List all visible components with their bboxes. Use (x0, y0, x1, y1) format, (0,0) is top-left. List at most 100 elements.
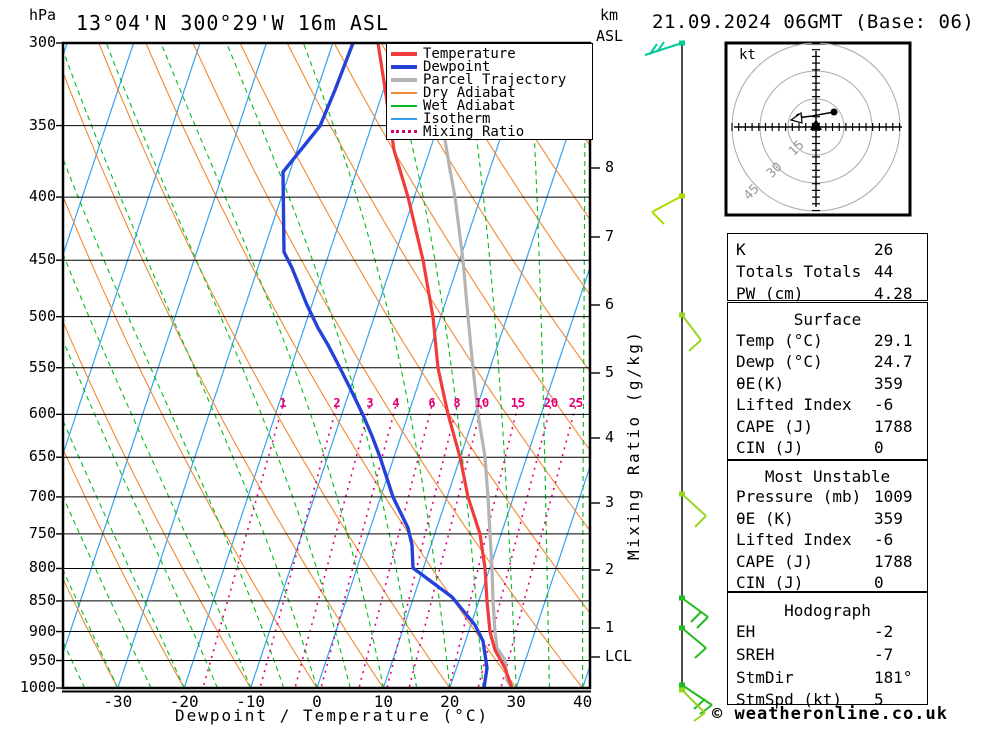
table-row-label: SREH (736, 645, 775, 664)
table-row-value: 181° (874, 668, 913, 687)
table-row: θE(K) 359 (736, 374, 923, 393)
table-row: Totals Totals 44 (736, 262, 923, 281)
pressure-tick-label: 450 (28, 250, 56, 269)
pressure-tick-label: 900 (28, 621, 56, 640)
table-row-value: 359 (874, 509, 903, 528)
mixing-ratio-lines (202, 399, 579, 688)
table-row: StmSpd (kt) 5 (736, 690, 923, 709)
table-row-label: CIN (J) (736, 438, 804, 457)
legend-label: Isotherm (423, 111, 491, 127)
table-row: Temp (°C) 29.1 (736, 331, 923, 350)
dewpoint-curve (281, 43, 489, 688)
x-axis-label: Dewpoint / Temperature (°C) (175, 706, 490, 725)
table-row: CAPE (J) 1788 (736, 417, 923, 436)
table-row-label: θE (K) (736, 509, 794, 528)
mixing-ratio-label: 8 (453, 396, 461, 410)
legend-sample-temperature (391, 52, 417, 56)
table-row-label: StmDir (736, 668, 794, 687)
table-row-value: 1009 (874, 487, 913, 506)
sounding-curves (281, 43, 514, 688)
temperature-curve (376, 43, 514, 688)
table-row: Lifted Index -6 (736, 395, 923, 414)
pressure-unit-label: hPa (29, 6, 57, 24)
table-row-label: Dewp (°C) (736, 352, 823, 371)
temperature-tick-label: -10 (236, 692, 266, 711)
pressure-tick-label: 550 (28, 357, 56, 376)
km-tick-label: 7 (605, 227, 615, 245)
mixing-ratio-label: 2 (333, 396, 341, 410)
asl-unit-label: ASL (596, 27, 624, 45)
legend-label: Dry Adiabat (423, 85, 516, 101)
pressure-tick-label: 650 (28, 447, 56, 466)
km-tick-label: 1 (605, 618, 615, 636)
table-row-value: 5 (874, 690, 884, 709)
table-row-label: Lifted Index (736, 530, 852, 549)
temperature-tick-label: -20 (169, 692, 199, 711)
table-row-value: -2 (874, 622, 894, 641)
table-row-label: CIN (J) (736, 573, 804, 592)
indices-box-surface: Surface Temp (°C) 29.1 Dewp (°C) 24.7 θE(K) 35… (727, 302, 928, 460)
km-tick-label: 3 (605, 493, 615, 511)
table-row: K 26 (736, 240, 923, 259)
table-row-value: 359 (874, 374, 903, 393)
wind-barb (679, 625, 707, 659)
storm-motion-marker (810, 119, 822, 130)
wind-barb (651, 193, 685, 225)
valid-datetime: 21.09.2024 06GMT (Base: 06) (652, 11, 975, 33)
table-row: Dewp (°C) 24.7 (736, 352, 923, 371)
hodograph-unit-label: kt (739, 47, 756, 63)
table-row-value: 1788 (874, 552, 913, 571)
pressure-tick-label: 700 (28, 486, 56, 505)
lcl-label: LCL (605, 647, 633, 665)
mixing-ratio-label: 3 (366, 396, 374, 410)
pressure-tick-label: 750 (28, 523, 56, 542)
pressure-tick-label: 600 (28, 404, 56, 423)
table-row-value: 26 (874, 240, 894, 259)
table-row: CIN (J) 0 (736, 573, 923, 592)
legend-sample-dry-adiabat (391, 92, 417, 94)
hodograph (724, 41, 912, 217)
indices-box-hodograph: Hodograph EH -2 SREH -7 StmDir 181° StmSpd (kt)… (727, 592, 928, 709)
table-row-label: StmSpd (kt) (736, 690, 842, 709)
km-unit-label: km (600, 6, 619, 24)
table-row-label: PW (cm) (736, 284, 804, 303)
table-row-label: Totals Totals (736, 262, 862, 281)
km-tick-label: 8 (605, 158, 615, 176)
legend-sample-wet-adiabat (391, 105, 417, 107)
km-tick-label: 2 (605, 560, 615, 578)
wind-barb (679, 491, 707, 528)
legend: Temperature Dewpoint Parcel Trajectory Dry … (386, 43, 593, 140)
mixing-ratio-label: 4 (392, 396, 400, 410)
plot-border (61, 41, 592, 690)
table-row: PW (cm) 4.28 (736, 284, 923, 303)
wind-barb (679, 687, 706, 722)
table-row: EH -2 (736, 622, 923, 641)
temperature-tick-label: 40 (572, 692, 593, 711)
pressure-tick-label: 350 (28, 115, 56, 134)
table-row-label: Temp (°C) (736, 331, 823, 350)
mixing-ratio-label: 6 (428, 396, 436, 410)
pressure-tick-label: 300 (28, 33, 56, 51)
pressure-tick-label: 800 (28, 558, 56, 577)
legend-sample-mixing-ratio (391, 130, 417, 133)
table-row: CAPE (J) 1788 (736, 552, 923, 571)
isotherms (63, 43, 590, 688)
legend-label: Mixing Ratio (423, 124, 525, 140)
parcel-trajectory-curve (436, 43, 514, 688)
wind-barb (679, 312, 702, 352)
table-section-header: Hodograph (784, 601, 871, 620)
legend-label: Temperature (423, 46, 516, 62)
legend-sample-dewpoint (391, 65, 417, 69)
hodograph-arrow (789, 111, 803, 124)
chart-title: 13°04'N 300°29'W 16m ASL (76, 11, 389, 35)
mixing-ratio-label: 25 (568, 396, 584, 410)
table-row-value: 44 (874, 262, 894, 281)
pressure-tick-label: 950 (28, 650, 56, 669)
wind-barb (679, 682, 713, 715)
table-row-label: K (736, 240, 746, 259)
km-tick-label: 6 (605, 295, 615, 313)
table-row-value: 24.7 (874, 352, 913, 371)
table-row-value: 0 (874, 573, 884, 592)
